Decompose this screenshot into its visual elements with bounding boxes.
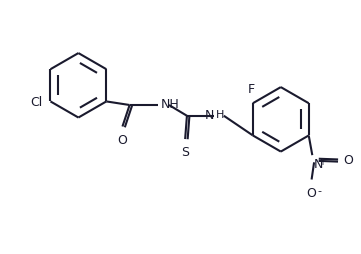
Text: +: + [318, 156, 326, 166]
Text: H: H [216, 110, 224, 120]
Text: N: N [204, 108, 214, 121]
Text: Cl: Cl [30, 96, 43, 108]
Text: NH: NH [161, 98, 180, 111]
Text: O: O [118, 133, 127, 146]
Text: -: - [317, 185, 321, 195]
Text: O: O [306, 186, 317, 199]
Text: F: F [248, 83, 255, 96]
Text: O: O [343, 153, 353, 166]
Text: S: S [181, 146, 189, 159]
Text: N: N [313, 157, 323, 170]
